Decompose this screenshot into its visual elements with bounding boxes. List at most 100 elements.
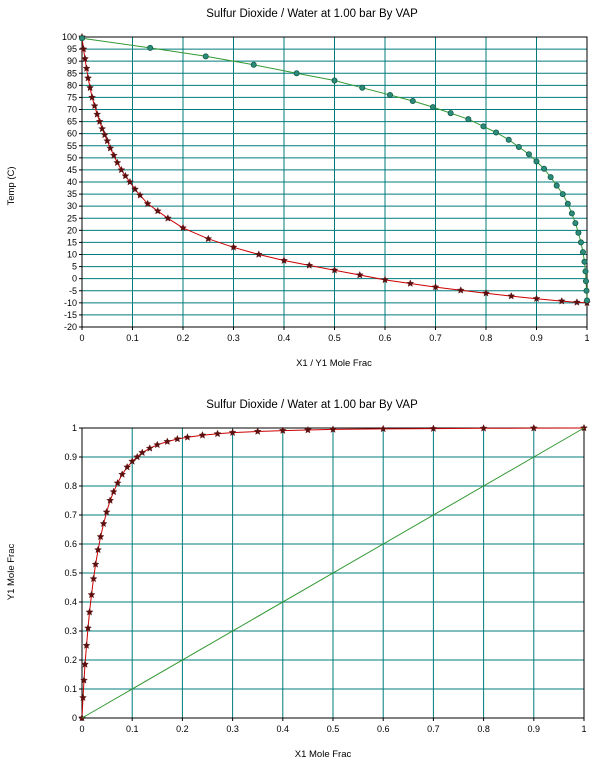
data-point-bubble <box>84 73 93 82</box>
x-tick-label: 0.5 <box>327 724 340 734</box>
data-point-dew <box>493 129 500 136</box>
data-point-xy <box>198 431 207 439</box>
data-point-bubble <box>88 93 96 101</box>
data-point-bubble <box>305 261 314 269</box>
data-point-xy <box>429 424 438 432</box>
txy-chart: Sulfur Dioxide / Water at 1.00 bar By VA… <box>6 8 591 369</box>
data-point-bubble <box>381 275 389 284</box>
y-tick-label: 100 <box>62 32 77 42</box>
x-tick-label: 0.2 <box>177 333 190 343</box>
data-point-bubble <box>103 136 112 145</box>
x-axis-label: X1 / Y1 Mole Frac <box>296 358 372 369</box>
series-group <box>78 423 588 722</box>
y-tick-label: 0 <box>72 713 77 723</box>
grid <box>82 37 587 327</box>
y-tick-label: 0.5 <box>64 568 77 578</box>
data-point-dew <box>293 70 300 77</box>
data-point-dew <box>409 98 416 105</box>
data-point-dew <box>147 44 154 51</box>
data-point-dew <box>515 143 522 150</box>
data-point-dew <box>582 268 589 275</box>
data-point-bubble <box>330 266 339 274</box>
data-point-bubble <box>98 124 107 133</box>
data-point-xy <box>82 641 91 649</box>
data-point-xy <box>228 428 237 437</box>
y-tick-label: 10 <box>67 250 77 260</box>
y-tick-label: 5 <box>72 262 77 272</box>
data-point-dew <box>584 297 591 304</box>
data-point-xy <box>173 434 182 443</box>
y-tick-label: 0.3 <box>64 626 77 636</box>
x-tick-labels: 0 0.1 0.2 0.3 0.4 0.5 0.6 0.7 0.8 0.9 1 <box>79 718 587 734</box>
data-point-dew <box>480 123 487 130</box>
data-point-xy <box>529 423 538 432</box>
x-tick-label: 0.2 <box>176 724 189 734</box>
data-point-xy <box>94 545 103 554</box>
data-point-bubble <box>126 177 134 186</box>
data-point-bubble <box>179 223 187 232</box>
data-point-xy <box>163 437 172 445</box>
y-tick-label: 0.2 <box>64 655 77 665</box>
y-tick-label: 0.1 <box>64 684 77 694</box>
data-point-dew <box>79 35 86 42</box>
data-point-xy <box>102 507 111 516</box>
data-point-xy <box>479 424 488 432</box>
data-point-xy <box>133 452 142 461</box>
data-point-dew <box>575 229 582 236</box>
y-tick-label: 50 <box>67 153 77 163</box>
y-tick-label: 0.6 <box>64 539 77 549</box>
y-tick-label: 1 <box>72 423 77 433</box>
data-point-bubble <box>143 199 152 208</box>
y-tick-labels: 1009590858075706560555045403530252015105… <box>62 32 82 332</box>
data-point-bubble <box>95 117 104 125</box>
data-point-bubble <box>106 144 115 152</box>
y-tick-label: 70 <box>67 105 77 115</box>
data-point-dew <box>465 116 472 123</box>
y-tick-label: 0.4 <box>64 597 77 607</box>
data-point-bubble <box>532 294 541 303</box>
data-point-bubble <box>254 250 263 258</box>
y-tick-label: 25 <box>67 213 77 223</box>
data-point-dew <box>541 165 548 172</box>
y-axis-label: Temp (C) <box>6 166 17 205</box>
data-point-bubble <box>229 243 238 251</box>
data-point-xy <box>213 429 222 438</box>
data-point-bubble <box>117 165 126 174</box>
data-point-bubble <box>93 110 102 118</box>
data-point-dew <box>564 200 571 207</box>
data-point-dew <box>547 174 554 181</box>
data-point-xy <box>145 444 154 452</box>
x-tick-label: 0.4 <box>277 724 290 734</box>
data-point-dew <box>572 220 579 227</box>
x-tick-label: 0 <box>79 724 84 734</box>
data-point-xy <box>84 623 92 632</box>
x-tick-label: 0.3 <box>226 724 239 734</box>
chart-title: Sulfur Dioxide / Water at 1.00 bar By VA… <box>206 399 418 411</box>
data-point-dew <box>202 53 209 60</box>
data-point-xy <box>138 448 147 457</box>
x-tick-label: 0.5 <box>328 333 341 343</box>
data-point-dew <box>568 210 575 217</box>
data-point-xy <box>96 532 105 541</box>
data-point-dew <box>250 61 257 68</box>
x-tick-label: 0.7 <box>429 333 442 343</box>
x-tick-label: 0.8 <box>480 333 493 343</box>
y-tick-label: 65 <box>67 117 77 127</box>
data-point-xy <box>329 425 337 433</box>
y-tick-label: 20 <box>67 225 77 235</box>
data-point-xy <box>379 424 388 433</box>
data-point-bubble <box>204 234 213 243</box>
data-point-xy <box>99 519 108 528</box>
x-tick-label: 0.8 <box>477 724 490 734</box>
data-point-bubble <box>456 286 465 294</box>
series-group <box>78 32 591 307</box>
data-point-bubble <box>507 291 516 300</box>
data-point-xy <box>113 478 122 487</box>
data-point-dew <box>579 249 586 256</box>
y-tick-label: 85 <box>67 68 77 78</box>
data-point-bubble <box>81 54 89 63</box>
y-tick-label: 55 <box>67 141 77 151</box>
y-tick-label: 0.7 <box>64 510 77 520</box>
x-tick-label: 0.9 <box>528 724 541 734</box>
data-point-dew <box>582 278 589 285</box>
